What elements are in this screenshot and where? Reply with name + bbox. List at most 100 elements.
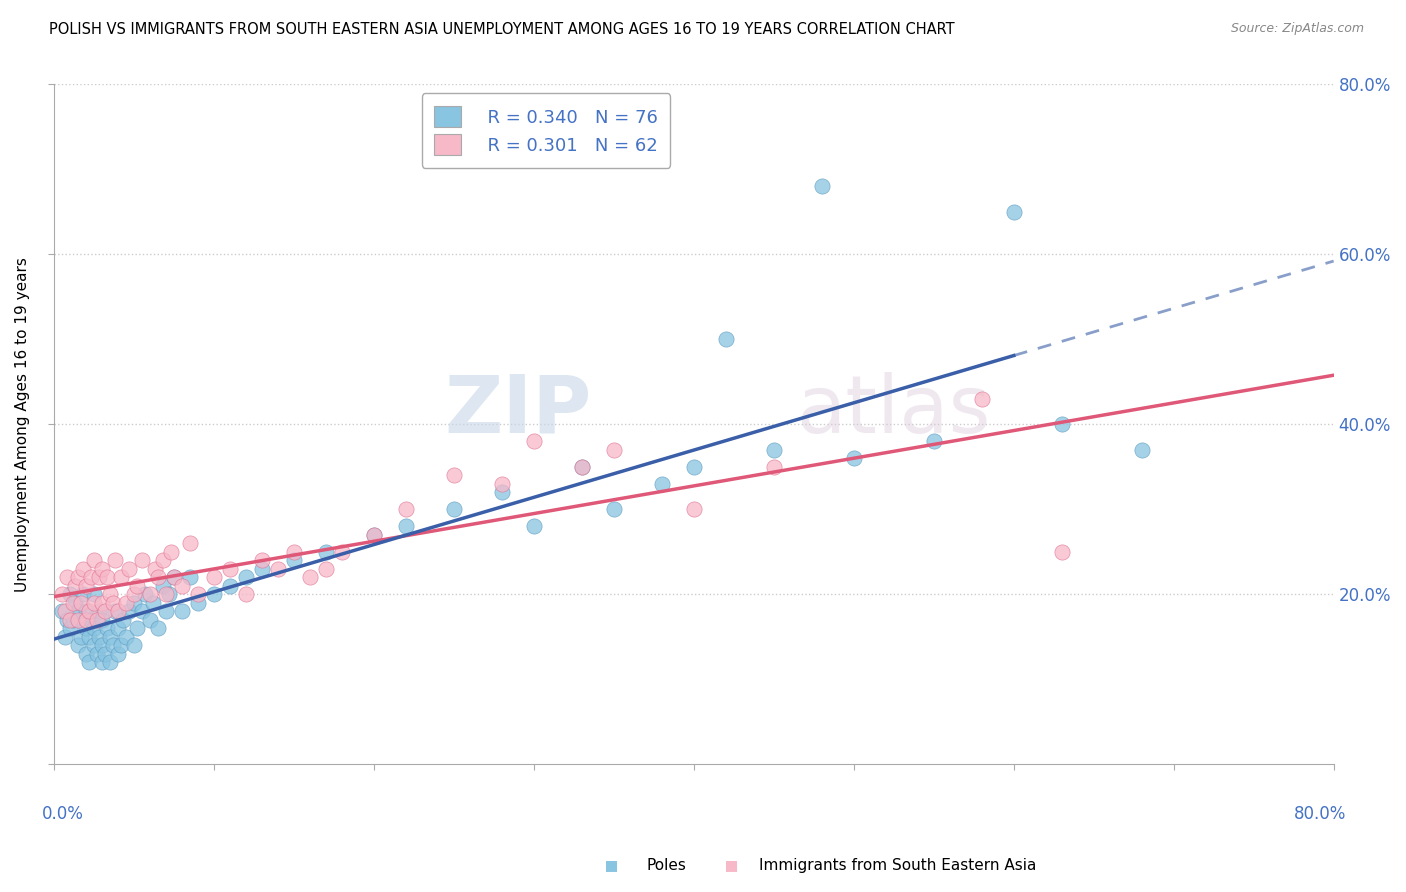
- Point: [59, 587, 82, 601]
- Point: [118, 604, 141, 618]
- Point: [91, 655, 114, 669]
- Point: [103, 638, 125, 652]
- Legend:   R = 0.340   N = 76,   R = 0.301   N = 62: R = 0.340 N = 76, R = 0.301 N = 62: [422, 94, 671, 168]
- Point: [250, 562, 273, 576]
- Point: [62, 596, 84, 610]
- Point: [98, 587, 121, 601]
- Point: [219, 579, 242, 593]
- Point: [683, 459, 706, 474]
- Point: [970, 392, 993, 406]
- Point: [395, 519, 418, 533]
- Point: [107, 621, 129, 635]
- Point: [443, 502, 465, 516]
- Point: [127, 621, 149, 635]
- Point: [98, 630, 121, 644]
- Point: [75, 621, 97, 635]
- Point: [219, 562, 242, 576]
- Point: [139, 613, 162, 627]
- Point: [87, 604, 110, 618]
- Point: [112, 613, 135, 627]
- Point: [131, 604, 153, 618]
- Point: [80, 613, 103, 627]
- Point: [75, 613, 97, 627]
- Point: [94, 604, 117, 618]
- Point: [152, 579, 174, 593]
- Point: [56, 570, 79, 584]
- Point: [80, 570, 103, 584]
- Text: Immigrants from South Eastern Asia: Immigrants from South Eastern Asia: [759, 858, 1036, 872]
- Point: [139, 587, 162, 601]
- Point: [651, 476, 673, 491]
- Point: [762, 442, 785, 457]
- Point: [83, 553, 105, 567]
- Point: [51, 587, 73, 601]
- Point: [202, 570, 225, 584]
- Point: [55, 630, 77, 644]
- Text: Source: ZipAtlas.com: Source: ZipAtlas.com: [1230, 22, 1364, 36]
- Point: [107, 604, 129, 618]
- Point: [202, 587, 225, 601]
- Point: [148, 570, 170, 584]
- Point: [94, 647, 117, 661]
- Point: [96, 570, 118, 584]
- Point: [110, 570, 132, 584]
- Text: atlas: atlas: [796, 372, 991, 450]
- Point: [155, 604, 177, 618]
- Point: [83, 596, 105, 610]
- Point: [67, 570, 90, 584]
- Point: [83, 587, 105, 601]
- Point: [363, 528, 385, 542]
- Point: [283, 553, 305, 567]
- Point: [104, 553, 127, 567]
- Point: [155, 587, 177, 601]
- Point: [179, 536, 201, 550]
- Point: [87, 570, 110, 584]
- Point: [315, 545, 337, 559]
- Point: [86, 647, 108, 661]
- Point: [134, 587, 156, 601]
- Point: [51, 604, 73, 618]
- Point: [115, 596, 138, 610]
- Point: [91, 562, 114, 576]
- Point: [299, 570, 322, 584]
- Point: [714, 332, 737, 346]
- Point: [491, 485, 513, 500]
- Point: [63, 596, 86, 610]
- Point: [79, 630, 101, 644]
- Point: [1002, 205, 1025, 219]
- Point: [67, 613, 90, 627]
- Point: [118, 562, 141, 576]
- Point: [127, 579, 149, 593]
- Point: [603, 442, 626, 457]
- Text: ZIP: ZIP: [444, 372, 592, 450]
- Point: [104, 604, 127, 618]
- Point: [91, 613, 114, 627]
- Point: [59, 621, 82, 635]
- Point: [179, 570, 201, 584]
- Point: [148, 621, 170, 635]
- Text: ▪: ▪: [724, 855, 738, 875]
- Point: [250, 553, 273, 567]
- Point: [1130, 442, 1153, 457]
- Point: [107, 647, 129, 661]
- Point: [143, 562, 166, 576]
- Point: [187, 596, 209, 610]
- Point: [1050, 417, 1073, 432]
- Point: [98, 655, 121, 669]
- Point: [603, 502, 626, 516]
- Point: [172, 604, 194, 618]
- Point: [79, 655, 101, 669]
- Point: [160, 545, 183, 559]
- Point: [762, 459, 785, 474]
- Point: [267, 562, 290, 576]
- Point: [491, 476, 513, 491]
- Point: [523, 434, 546, 449]
- Point: [59, 613, 82, 627]
- Point: [187, 587, 209, 601]
- Point: [55, 604, 77, 618]
- Point: [122, 596, 145, 610]
- Point: [922, 434, 945, 449]
- Point: [163, 570, 186, 584]
- Point: [75, 647, 97, 661]
- Point: [70, 630, 93, 644]
